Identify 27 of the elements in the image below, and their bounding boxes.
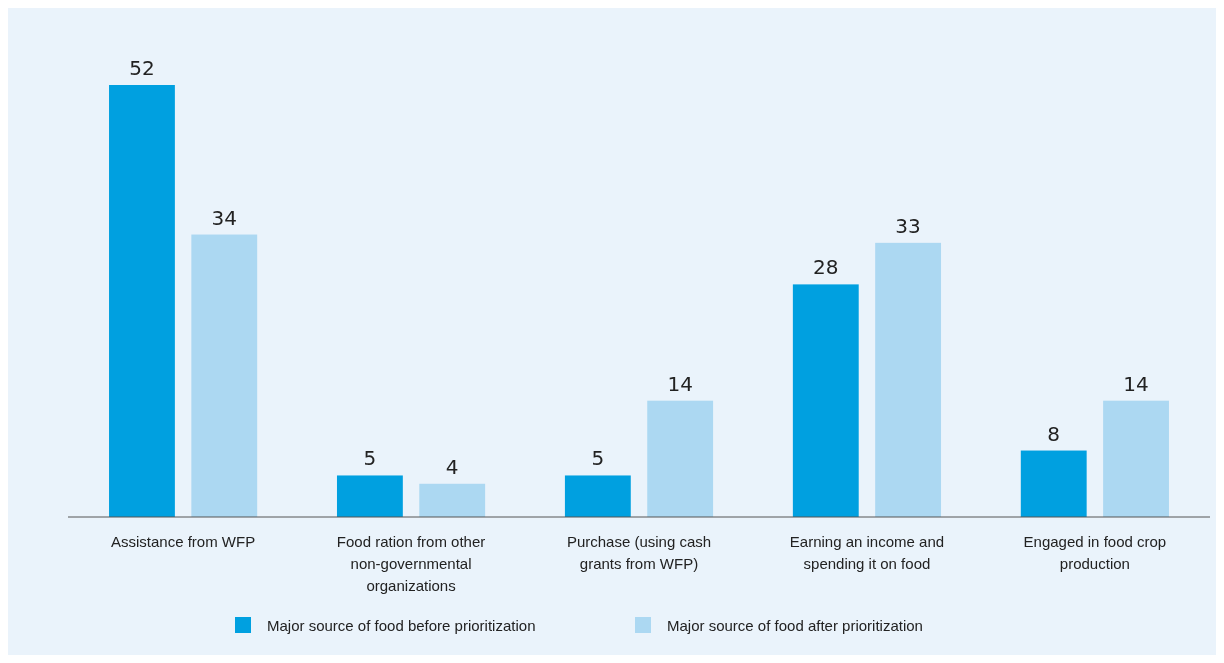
legend-label: Major source of food before prioritization [267, 617, 536, 634]
data-label: 33 [895, 213, 921, 238]
data-label: 14 [667, 371, 693, 396]
bar [792, 284, 859, 517]
x-tick-label: Engaged in food crop production [1023, 533, 1167, 572]
bar [191, 234, 258, 517]
data-label: 5 [591, 446, 605, 471]
bar [1103, 400, 1169, 517]
bar [336, 475, 403, 517]
data-label: 34 [211, 205, 237, 230]
x-tick-label: Assistance from WFP [111, 533, 256, 550]
bar [875, 242, 942, 517]
bar [109, 85, 175, 517]
data-label: 8 [1047, 421, 1061, 446]
data-label: 28 [813, 255, 839, 280]
data-label: 5 [363, 446, 377, 471]
legend-label: Major source of food after prioritization [667, 617, 923, 634]
x-tick-label: Purchase (using cash grants from WFP) [566, 533, 712, 572]
data-label: 52 [129, 56, 155, 80]
x-tick-label: Food ration from other non-governmental organizations [336, 533, 486, 594]
data-label: 4 [445, 454, 459, 479]
bar [1020, 450, 1087, 517]
bar [419, 483, 486, 517]
x-tick-label: Earning an income and spending it on food [789, 533, 945, 572]
data-label: 14 [1123, 371, 1149, 396]
bar [564, 475, 631, 517]
bar [647, 400, 714, 517]
